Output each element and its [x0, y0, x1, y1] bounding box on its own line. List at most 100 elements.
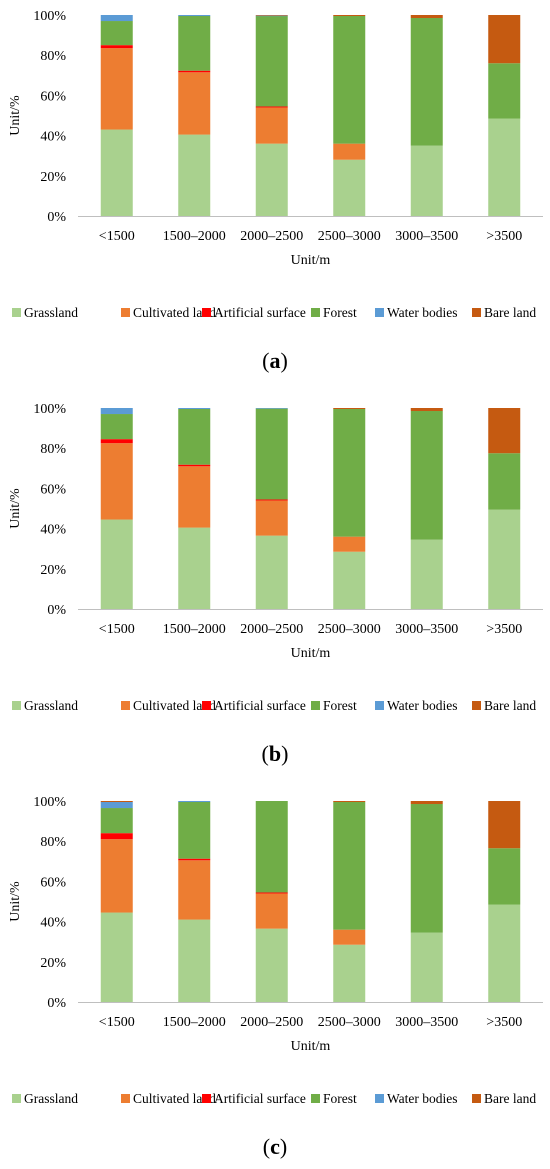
bar-segment	[410, 411, 443, 540]
x-tick-label: <1500	[99, 1015, 135, 1030]
bar-segment	[100, 439, 133, 444]
legend-swatch	[121, 1094, 130, 1103]
bar-segment	[333, 944, 366, 1002]
bar-segment	[100, 802, 133, 809]
bar-segment	[333, 15, 366, 17]
bar-segment	[255, 928, 288, 1002]
y-tick-label: 0%	[47, 996, 66, 1011]
bar-segment	[255, 499, 288, 501]
x-tick-label: >3500	[486, 229, 522, 244]
legend-swatch	[121, 701, 130, 710]
stacked-bar-chart-c: 0% 20% 40% 60% 80% 100% Unit/% <1500 1500–2000 20…	[8, 795, 543, 1106]
legend-swatch	[375, 1094, 384, 1103]
x-axis-label: Unit/m	[291, 646, 331, 661]
x-tick-label: <1500	[99, 622, 135, 637]
x-axis-label: Unit/m	[291, 1039, 331, 1054]
legend-label: Water bodies	[387, 698, 458, 713]
caption-letter: b	[268, 741, 282, 766]
bar-segment	[178, 464, 211, 467]
legend-label: Bare land	[484, 305, 536, 320]
y-tick-label: 80%	[40, 835, 66, 850]
legend-label: Artificial surface	[214, 305, 306, 320]
x-axis-label: Unit/m	[291, 253, 331, 268]
legend-label: Water bodies	[387, 305, 458, 320]
legend-swatch	[311, 308, 320, 317]
legend-swatch	[472, 308, 481, 317]
bar-segment	[333, 408, 366, 410]
x-tick-label: 2500–3000	[318, 622, 381, 637]
bar-segment	[255, 15, 288, 17]
bar-segment	[255, 107, 288, 144]
y-tick-label: 60%	[40, 482, 66, 497]
stacked-bar-chart-b: 0% 20% 40% 60% 80% 100% Unit/% <1500 1500–2000 20…	[8, 402, 543, 713]
x-tick-label: 3000–3500	[395, 622, 458, 637]
bar-segment	[333, 801, 366, 803]
bar-segment	[178, 409, 211, 465]
legend-label: Artificial surface	[214, 698, 306, 713]
bar-segment	[333, 159, 366, 216]
legend-swatch	[472, 701, 481, 710]
bar-segment	[488, 118, 521, 216]
bar-segment	[178, 72, 211, 135]
bar-segment	[178, 70, 211, 73]
y-tick-label: 80%	[40, 49, 66, 64]
bar-segment	[488, 408, 521, 454]
bar-segment	[488, 848, 521, 905]
bar-segment	[178, 802, 211, 859]
bar-segment	[178, 16, 211, 71]
x-tick-label: 3000–3500	[395, 1015, 458, 1030]
bar-segment	[178, 408, 211, 410]
y-tick-label: 20%	[40, 170, 66, 185]
bar-segment	[100, 443, 133, 520]
x-tick-label: 2000–2500	[240, 1015, 303, 1030]
stacked-bar-chart-a: 0% 20% 40% 60% 80% 100% Unit/% <1500 1500–2000 20…	[8, 9, 543, 320]
bar-segment	[410, 539, 443, 609]
bar-segment	[333, 16, 366, 144]
bar-segment	[100, 129, 133, 216]
x-tick-label: <1500	[99, 229, 135, 244]
bar-segment	[488, 63, 521, 119]
y-tick-label: 100%	[33, 9, 66, 24]
bar-segment	[333, 802, 366, 930]
bar-segment	[488, 15, 521, 64]
bar-segment	[178, 15, 211, 17]
x-tick-label: 1500–2000	[163, 229, 226, 244]
x-tick-label: >3500	[486, 1015, 522, 1030]
bar-segment	[255, 535, 288, 609]
panel-caption-c: (c)	[262, 1134, 288, 1159]
bar-segment	[255, 408, 288, 500]
bar-segment	[178, 860, 211, 920]
y-tick-label: 100%	[33, 795, 66, 810]
bar-segment	[333, 143, 366, 160]
legend-swatch	[375, 701, 384, 710]
legend-label: Cultivated land	[133, 1091, 216, 1106]
bar-segment	[333, 409, 366, 537]
y-axis-label: Unit/%	[8, 881, 23, 922]
legend-label: Grassland	[24, 1091, 78, 1106]
bar-segment	[488, 904, 521, 1002]
bar-segment	[333, 929, 366, 945]
legend-label: Bare land	[484, 1091, 536, 1106]
bar-segment	[178, 801, 211, 803]
legend-swatch	[202, 701, 211, 710]
bar-segment	[178, 134, 211, 216]
bar-segment	[488, 801, 521, 849]
y-tick-label: 40%	[40, 523, 66, 538]
bar-segment	[178, 919, 211, 1002]
legend-label: Forest	[323, 305, 357, 320]
y-axis-label: Unit/%	[8, 95, 23, 136]
bar-segment	[100, 21, 133, 46]
bar-segment	[410, 145, 443, 216]
bar-segment	[410, 801, 443, 805]
legend-label: Water bodies	[387, 1091, 458, 1106]
panel-caption-a: (a)	[262, 348, 288, 373]
bar-segment	[100, 15, 133, 22]
bar-segment	[100, 519, 133, 609]
y-tick-label: 60%	[40, 89, 66, 104]
bar-segment	[178, 527, 211, 609]
legend-swatch	[472, 1094, 481, 1103]
legend-swatch	[12, 701, 21, 710]
bar-segment	[488, 509, 521, 609]
legend-swatch	[202, 1094, 211, 1103]
y-tick-label: 60%	[40, 875, 66, 890]
